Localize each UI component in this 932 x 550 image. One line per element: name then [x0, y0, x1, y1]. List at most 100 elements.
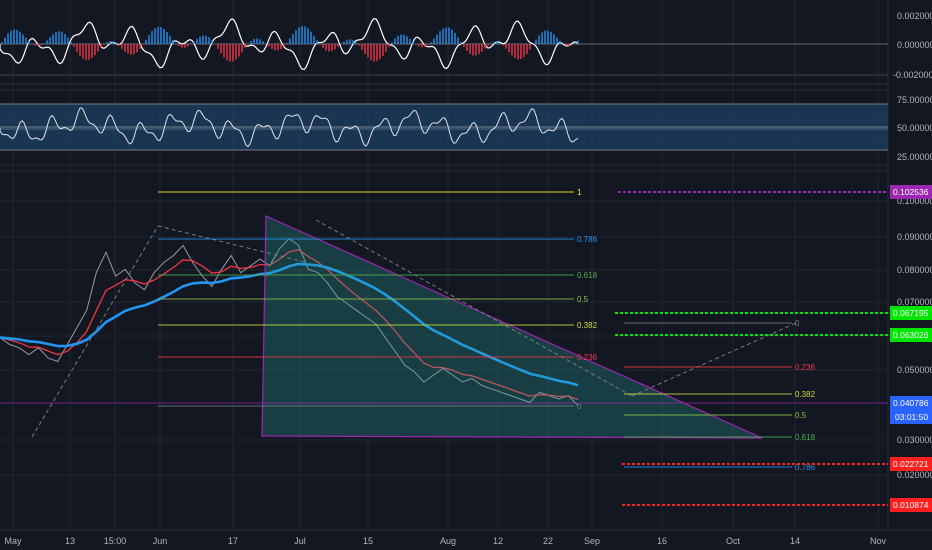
slow-ma-line — [0, 262, 579, 387]
dashed-trend-line — [315, 219, 633, 397]
rsi-tick-1: 75.000000 — [897, 95, 932, 105]
oscillator-bar — [292, 34, 294, 44]
oscillator-bar — [25, 37, 27, 44]
time-tick-label: May — [4, 536, 22, 546]
oscillator-bar — [28, 41, 30, 44]
oscillator-bar — [277, 44, 279, 51]
oscillator-bar — [91, 44, 93, 58]
oscillator-bar — [268, 44, 270, 47]
oscillator-bar — [184, 44, 186, 48]
oscillator-bar — [160, 27, 162, 44]
oscillator-bar — [196, 38, 198, 44]
oscillator-bar — [97, 44, 99, 52]
oscillator-bar — [421, 44, 423, 48]
oscillator-bar — [307, 28, 309, 44]
oscillator-bar — [301, 26, 303, 44]
time-tick-label: 15:00 — [104, 536, 127, 546]
rsi-line — [0, 107, 579, 148]
oscillator-bar — [424, 44, 426, 47]
oscillator-bar — [82, 44, 84, 59]
oscillator-bar — [34, 44, 36, 46]
oscillator-bar — [136, 44, 138, 53]
oscillator-bar — [526, 44, 528, 54]
fib-level-label: 0.618 — [577, 271, 598, 280]
oscillator-bar — [511, 44, 513, 56]
oscillator-bar — [178, 44, 180, 47]
oscillator-bar — [295, 30, 297, 44]
oscillator-bar — [163, 28, 165, 44]
pane-separators — [0, 0, 932, 531]
oscillator-bar — [256, 38, 258, 44]
oscillator-bar — [244, 44, 246, 49]
oscillator-bar — [481, 44, 483, 52]
rsi-tick-3: 25.000000 — [897, 152, 932, 162]
price-label-box — [890, 306, 932, 320]
oscillator-bar — [334, 44, 336, 50]
fib-projection-label: 0.236 — [795, 363, 816, 372]
oscillator-bar — [283, 44, 285, 47]
oscillator-bar — [364, 44, 366, 54]
oscillator-bar — [46, 40, 48, 44]
oscillator-bar — [148, 35, 150, 44]
oscillator-bar — [544, 30, 546, 44]
fib-level-label: 0.236 — [577, 353, 598, 362]
oscillator-bar — [577, 40, 579, 44]
oscillator-bar — [388, 44, 390, 47]
oscillator-bar — [250, 40, 252, 44]
rsi-tick-2: 50.000000 — [897, 123, 932, 133]
price-label-box — [890, 185, 932, 199]
oscillator-bar — [445, 27, 447, 44]
oscillator-bar — [259, 39, 261, 44]
oscillator-bar — [217, 44, 219, 49]
oscillator-bar — [352, 40, 354, 44]
oscillator-bar — [289, 38, 291, 44]
oscillator-bar — [460, 42, 462, 44]
oscillator-bar — [472, 44, 474, 56]
oscillator-bar — [382, 44, 384, 56]
price-label-text: 0.102536 — [893, 187, 929, 197]
main-pane — [0, 200, 888, 476]
oscillator-bar — [106, 42, 108, 44]
oscillator-bar — [304, 26, 306, 44]
fast-ema-line — [0, 248, 579, 401]
drawings-layer[interactable]: 1 0.786 0.618 0.5 0.382 0.236 0 0 0.236 0.382 0.5 0… — [0, 188, 888, 506]
oscillator-bar — [394, 38, 396, 44]
oscillator-bar — [370, 44, 372, 61]
countdown-box — [890, 410, 932, 424]
oscillator-bar — [556, 37, 558, 44]
oscillator-bar — [85, 44, 87, 61]
oscillator-bar — [166, 32, 168, 44]
oscillator-bar — [373, 44, 375, 62]
oscillator-bar — [67, 37, 69, 44]
oscillator-bar — [499, 43, 501, 44]
price-tick-label: 0.100000 — [897, 196, 932, 206]
oscillator-bar — [61, 31, 63, 44]
time-tick-label: Jun — [153, 536, 168, 546]
price-label-box — [890, 396, 932, 410]
oscillator-bar — [235, 44, 237, 60]
oscillator-bar — [199, 36, 201, 44]
oscillator-bar — [391, 42, 393, 44]
oscillator-bar — [379, 44, 381, 60]
oscillator-bar — [253, 39, 255, 44]
oscillator-bar — [124, 44, 126, 52]
osc-tick-3: -0.002000 — [893, 70, 932, 80]
oscillator-bar — [400, 34, 402, 44]
oscillator-bar — [493, 41, 495, 44]
oscillator-bar — [154, 28, 156, 44]
time-axis[interactable]: May 13 15:00 Jun 17 Jul 15 Aug 12 22 Sep 16 Oct 14 Nov — [4, 536, 886, 546]
price-label-text: 0.063026 — [893, 330, 929, 340]
oscillator-bar — [559, 40, 561, 44]
oscillator-bar — [115, 43, 117, 44]
oscillator-bar — [553, 34, 555, 44]
oscillator-bar — [328, 44, 330, 52]
fib-projection-label: 0.382 — [795, 390, 816, 399]
price-label-box — [890, 328, 932, 342]
oscillator-bar — [64, 34, 66, 44]
time-tick-label: 17 — [228, 536, 238, 546]
osc-tick-1: 0.002000 — [897, 11, 932, 21]
oscillator-bar — [568, 44, 570, 46]
oscillator-bar — [325, 44, 327, 51]
oscillator-bar — [490, 43, 492, 44]
